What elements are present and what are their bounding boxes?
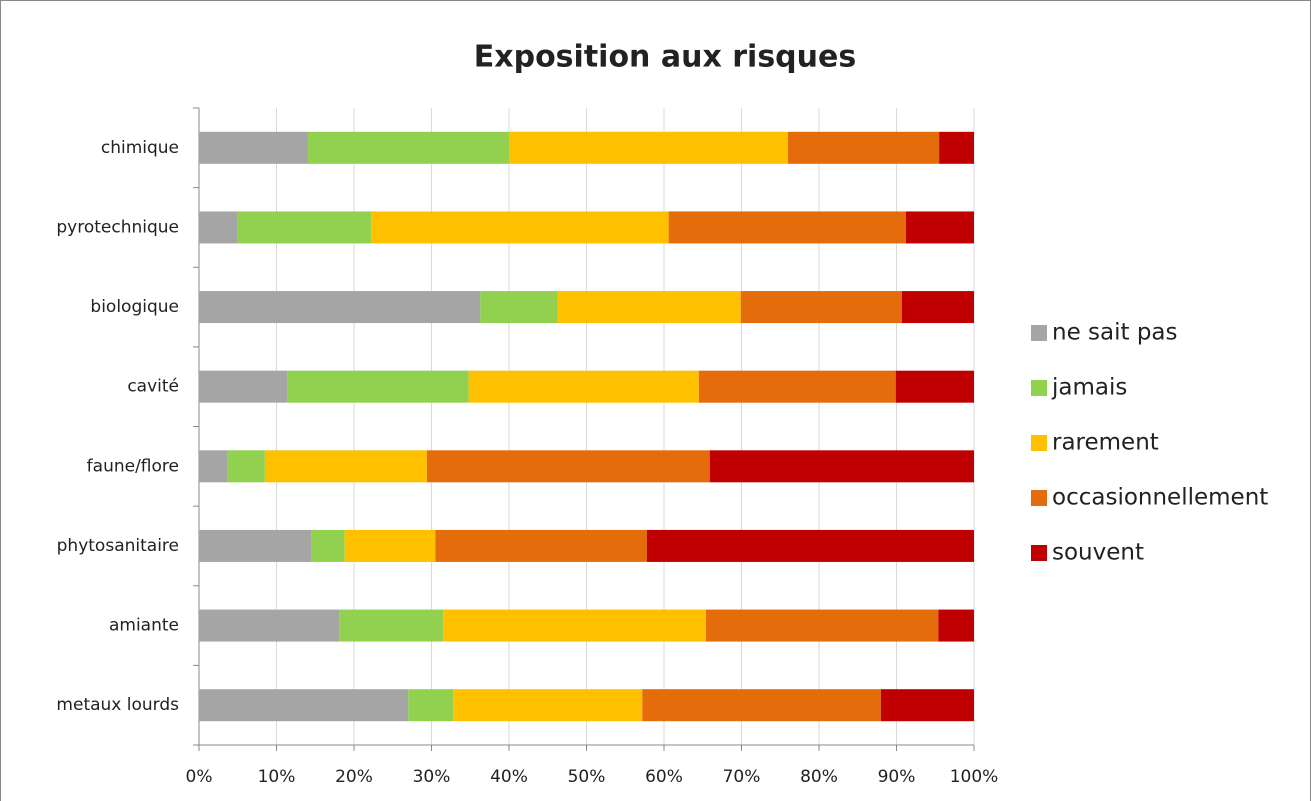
bar-segment xyxy=(646,529,974,562)
legend-label: occasionnellement xyxy=(1052,485,1268,511)
bar-segment xyxy=(371,211,669,244)
bar-segment xyxy=(881,689,974,722)
bar-segment xyxy=(509,131,788,164)
x-tick-label: 90% xyxy=(878,767,916,787)
bar-segment xyxy=(939,131,974,164)
y-tick-label: metaux lourds xyxy=(56,695,179,715)
bar-segment xyxy=(938,609,974,642)
bar-segment xyxy=(435,529,647,562)
bar-segment xyxy=(642,689,881,722)
legend-label: souvent xyxy=(1052,540,1144,566)
chart-title: Exposition aux risques xyxy=(474,40,856,75)
x-tick-label: 20% xyxy=(335,767,373,787)
bar-segment xyxy=(307,131,509,164)
legend-label: ne sait pas xyxy=(1052,320,1178,346)
bar-segment xyxy=(709,450,974,483)
y-tick-label: pyrotechnique xyxy=(56,217,179,237)
bar-segment xyxy=(344,529,436,562)
bar-segment xyxy=(901,291,974,324)
bar-segment xyxy=(199,131,308,164)
x-tick-label: 70% xyxy=(723,767,761,787)
x-tick-label: 50% xyxy=(568,767,606,787)
legend-swatch xyxy=(1031,545,1047,561)
bar-segment xyxy=(199,529,312,562)
bar-segment xyxy=(237,211,372,244)
x-tick-label: 10% xyxy=(258,767,296,787)
y-tick-label: amiante xyxy=(109,616,179,636)
x-tick-label: 30% xyxy=(413,767,451,787)
bar-segment xyxy=(895,370,974,403)
bar-segment xyxy=(339,609,444,642)
legend-swatch xyxy=(1031,325,1047,341)
x-tick-label: 60% xyxy=(645,767,683,787)
x-tick-label: 100% xyxy=(950,767,999,787)
legend-label: rarement xyxy=(1052,430,1159,456)
y-tick-label: chimique xyxy=(101,138,179,158)
bar-segment xyxy=(705,609,939,642)
bar-segment xyxy=(480,291,558,324)
y-tick-label: biologique xyxy=(90,297,179,317)
bar-segment xyxy=(199,370,288,403)
legend-swatch xyxy=(1031,435,1047,451)
bar-segment xyxy=(453,689,643,722)
x-tick-label: 40% xyxy=(490,767,528,787)
x-tick-label: 0% xyxy=(186,767,213,787)
legend-swatch xyxy=(1031,380,1047,396)
y-tick-label: cavité xyxy=(127,377,179,397)
bar-segment xyxy=(468,370,699,403)
legend-swatch xyxy=(1031,490,1047,506)
x-tick-label: 80% xyxy=(800,767,838,787)
bar-segment xyxy=(287,370,469,403)
bar-segment xyxy=(426,450,710,483)
bar-segment xyxy=(668,211,906,244)
bar-segment xyxy=(557,291,741,324)
bar-segment xyxy=(698,370,896,403)
bar-segment xyxy=(199,450,228,483)
bar-segment xyxy=(264,450,427,483)
bar-segment xyxy=(443,609,706,642)
bar-segment xyxy=(199,689,409,722)
bar-segment xyxy=(199,609,340,642)
bar-segment xyxy=(408,689,454,722)
bar-segment xyxy=(199,291,481,324)
bar-segment xyxy=(227,450,265,483)
legend-label: jamais xyxy=(1051,375,1127,401)
bar-segment xyxy=(199,211,238,244)
y-tick-label: phytosanitaire xyxy=(57,536,179,556)
bar-segment xyxy=(788,131,940,164)
bar-segment xyxy=(905,211,974,244)
bar-segment xyxy=(740,291,902,324)
bar-segment xyxy=(311,529,345,562)
y-tick-label: faune/flore xyxy=(87,456,179,476)
